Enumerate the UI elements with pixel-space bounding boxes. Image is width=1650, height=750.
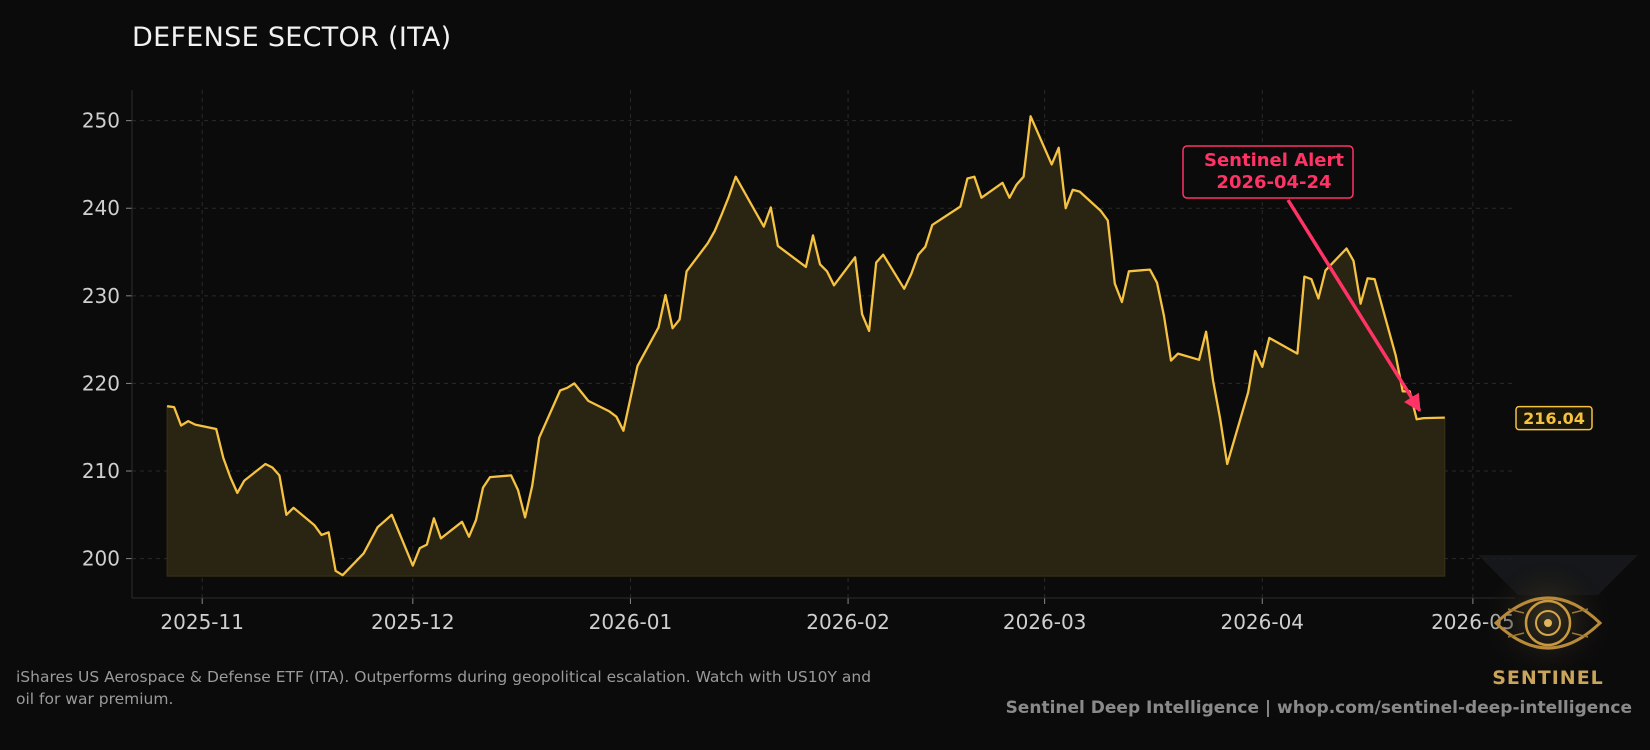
annotation-title: Sentinel Alert bbox=[1204, 150, 1344, 171]
annotation-arrow bbox=[1286, 199, 1422, 413]
y-tick-label: 220 bbox=[82, 371, 120, 395]
x-tick-label: 2026-02 bbox=[806, 610, 890, 634]
annotation-box bbox=[1182, 145, 1354, 199]
logo-text: SENTINEL bbox=[1492, 667, 1604, 689]
annotation-date: 2026-04-24 bbox=[1216, 172, 1331, 193]
series-line bbox=[166, 115, 1445, 577]
y-tick-label: 250 bbox=[82, 109, 120, 133]
y-tick-label: 230 bbox=[82, 284, 120, 308]
eye-icon: SENTINEL bbox=[1478, 555, 1638, 689]
chart-caption: iShares US Aerospace & Defense ETF (ITA)… bbox=[16, 668, 872, 708]
last-value-label: 216.04 bbox=[1523, 409, 1585, 428]
chart-title: DEFENSE SECTOR (ITA) bbox=[132, 22, 452, 53]
sentinel-logo: SENTINEL bbox=[1478, 555, 1638, 695]
footer-credit[interactable]: Sentinel Deep Intelligence | whop.com/se… bbox=[1005, 698, 1632, 718]
y-tick-label: 240 bbox=[82, 196, 120, 220]
x-tick-label: 2025-11 bbox=[160, 610, 244, 634]
x-tick-label: 2026-04 bbox=[1220, 610, 1304, 634]
x-tick-label: 2025-12 bbox=[371, 610, 455, 634]
y-tick-label: 200 bbox=[82, 547, 120, 571]
plot-area bbox=[166, 114, 1446, 577]
x-tick-label: 2026-01 bbox=[589, 610, 673, 634]
x-tick-label: 2026-03 bbox=[1003, 610, 1087, 634]
y-tick-label: 210 bbox=[82, 459, 120, 483]
last-value-badge bbox=[1515, 405, 1593, 431]
axes: 200 210 220 230 240 250 2025-11 2025-12 2026-01 2… bbox=[82, 90, 1515, 634]
